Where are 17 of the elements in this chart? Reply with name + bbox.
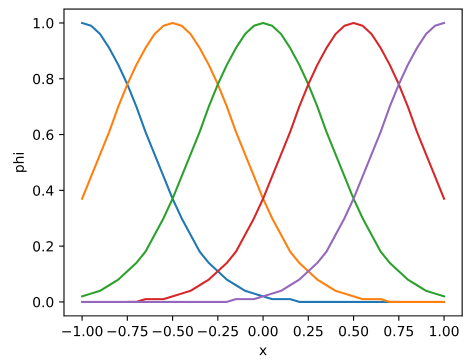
y-tick-label: 0.6 <box>33 130 54 140</box>
x-axis-title: x <box>259 348 267 356</box>
x-tick-label: 0.00 <box>248 326 278 336</box>
y-tick-label: 1.0 <box>34 18 54 28</box>
x-tick-label: 1.00 <box>430 326 459 336</box>
y-axis-title: phi <box>13 153 27 172</box>
y-tick-label: 0.0 <box>33 296 54 308</box>
y-tick-label: 0.2 <box>33 241 53 252</box>
x-tick-label: −0.25 <box>198 326 238 336</box>
x-tick-label: 0.50 <box>339 326 368 336</box>
x-tick-label: −0.75 <box>108 326 148 336</box>
x-tick-label: 0.25 <box>294 326 323 336</box>
x-tick-label: −1.00 <box>62 326 102 336</box>
x-tick-label: 0.75 <box>384 326 414 336</box>
y-tick-label: 0.4 <box>33 185 54 196</box>
x-tick-label: −0.50 <box>152 326 193 336</box>
y-tick-label: 0.8 <box>33 74 54 84</box>
